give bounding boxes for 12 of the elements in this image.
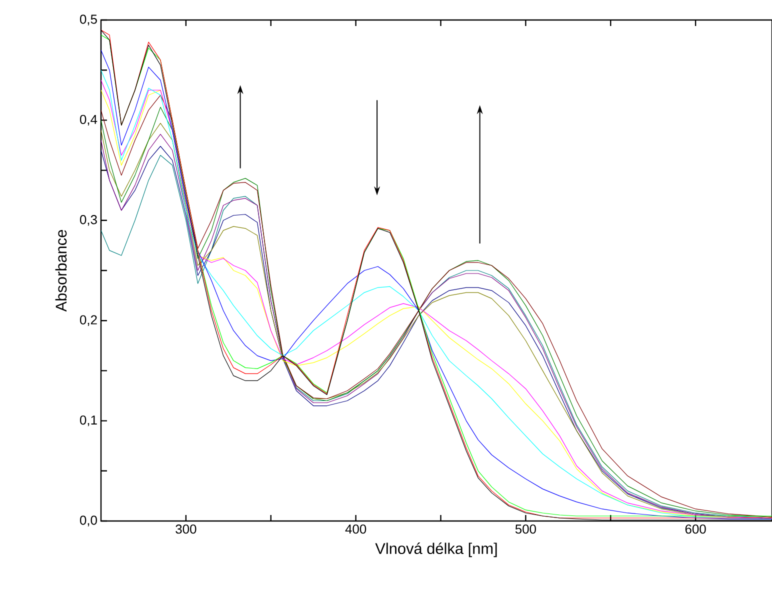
- x-tick-label: 500: [515, 524, 536, 534]
- y-tick-label: 0,4: [80, 114, 98, 126]
- y-axis-title: Absorbance: [55, 230, 67, 312]
- y-tick-label: 0,0: [80, 516, 97, 526]
- x-axis-title: Vlnová délka [nm]: [375, 542, 497, 558]
- y-tick-label: 0,3: [80, 215, 97, 226]
- x-tick-label: 600: [685, 524, 706, 534]
- y-tick-label: 0,1: [80, 415, 97, 426]
- x-tick-label: 400: [345, 524, 366, 534]
- y-tick-label: 0,5: [80, 14, 97, 26]
- y-tick-label: 0,2: [80, 315, 97, 326]
- x-tick-label: 300: [176, 524, 196, 534]
